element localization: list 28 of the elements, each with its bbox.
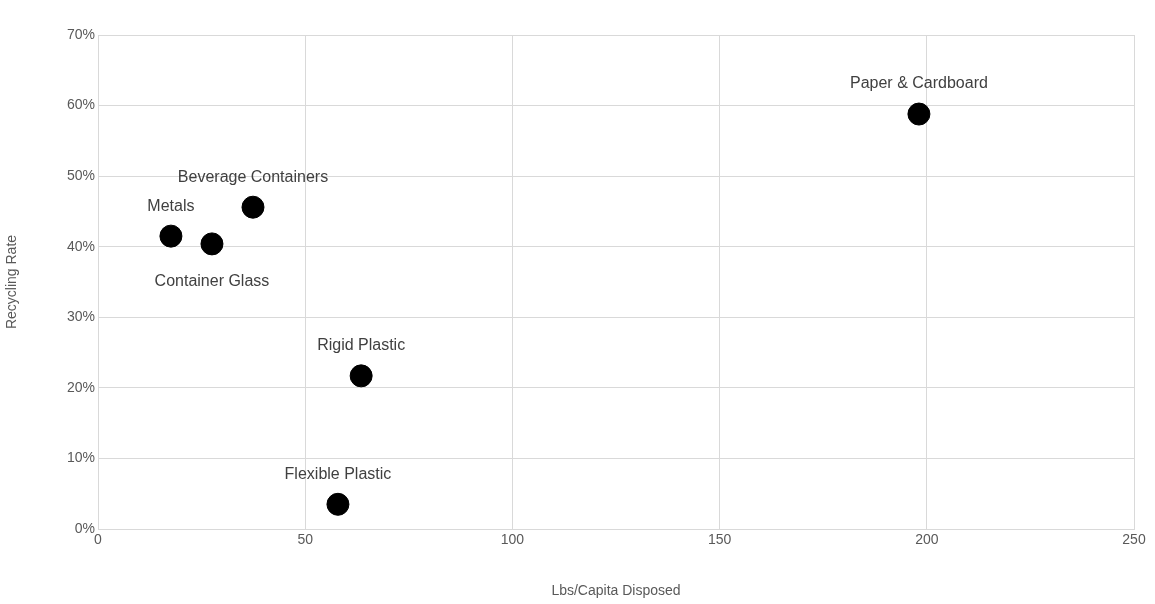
x-tick-label: 100 bbox=[500, 531, 525, 548]
x-tick-label: 200 bbox=[915, 531, 939, 548]
series-label: Paper & Cardboard bbox=[850, 74, 988, 92]
point bbox=[907, 102, 931, 126]
y-tick-label: 10% bbox=[66, 449, 95, 466]
point bbox=[326, 492, 350, 516]
x-tick-label: 50 bbox=[297, 531, 314, 548]
x-tick-label: 250 bbox=[1122, 531, 1146, 548]
y-tick-label: 60% bbox=[66, 96, 95, 113]
x-axis-title: Lbs/Capita Disposed bbox=[551, 582, 681, 599]
y-axis-title: Recycling Rate bbox=[3, 234, 20, 330]
series-label: Container Glass bbox=[154, 272, 270, 290]
series-label: Metals bbox=[147, 196, 195, 214]
y-tick-label: 50% bbox=[66, 167, 95, 183]
point bbox=[241, 195, 265, 219]
point bbox=[200, 232, 224, 256]
series-label: Flexible Plastic bbox=[284, 464, 392, 482]
point bbox=[159, 224, 183, 248]
series-label: Beverage Containers bbox=[177, 167, 329, 185]
x-tick-label: 150 bbox=[707, 531, 732, 548]
series-label: Rigid Plastic bbox=[317, 336, 406, 354]
point bbox=[349, 364, 373, 388]
y-tick-label: 40% bbox=[66, 237, 95, 254]
x-tick-label: 0 bbox=[94, 531, 103, 548]
y-tick-label: 30% bbox=[66, 308, 95, 325]
y-tick-label: 0% bbox=[74, 519, 95, 536]
y-tick-label: 70% bbox=[66, 25, 95, 42]
y-tick-label: 20% bbox=[66, 378, 95, 395]
